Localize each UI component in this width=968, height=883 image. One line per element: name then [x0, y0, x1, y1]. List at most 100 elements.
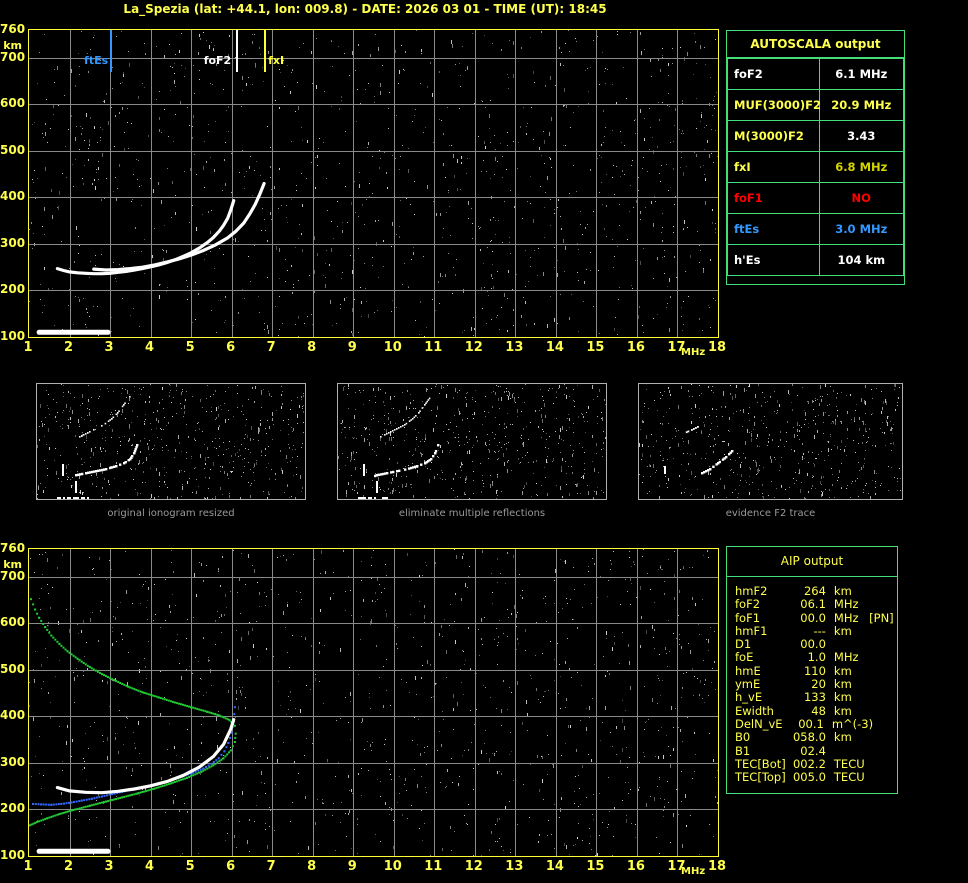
autoscala-key: foF1: [727, 182, 820, 214]
aip-row: hmE 110 km: [735, 664, 897, 678]
thumbnail-original-ionogram[interactable]: [36, 383, 306, 500]
grid-line-vertical: [232, 549, 233, 856]
aip-row: B1 02.4: [735, 743, 897, 758]
autoscala-value: 3.0 MHz: [818, 213, 905, 245]
autoscala-value: 20.9 MHz: [818, 89, 905, 121]
grid-line-vertical: [434, 30, 435, 337]
aip-param-extra: [869, 665, 897, 678]
x-tick-label: 15: [586, 859, 605, 874]
grid-line-horizontal: [29, 290, 718, 291]
x-tick-label: 14: [545, 859, 564, 874]
ionogram-noise: [37, 384, 304, 499]
grid-line-vertical: [637, 549, 638, 856]
autoscala-value: NO: [818, 182, 905, 214]
x-tick-label: 17: [667, 859, 686, 874]
aip-param-unit: km: [833, 730, 852, 745]
x-tick-label: 17: [667, 340, 686, 355]
ionogram-noise: [338, 384, 606, 499]
x-tick-label: 2: [63, 859, 74, 874]
aip-param-extra: [869, 771, 897, 784]
aip-param-extra: [869, 651, 897, 664]
grid-line-vertical: [191, 549, 192, 856]
x-tick-label: 9: [347, 859, 357, 874]
aip-row: B0 058.0 km: [735, 730, 897, 745]
y-tick-label: 200: [0, 282, 26, 297]
grid-line-vertical: [70, 30, 71, 337]
x-tick-label: 7: [266, 340, 276, 355]
grid-line-horizontal: [29, 151, 718, 152]
autoscala-value: 6.8 MHz: [818, 151, 905, 183]
aip-param-value: 00.0: [800, 610, 826, 625]
grid-line-vertical: [556, 549, 557, 856]
aip-param-extra: [869, 691, 897, 704]
aip-output-panel: AIP output hmF2 264 km foF2 06.1 MHz foF1 00.0 M…: [726, 546, 898, 794]
y-tick-label: 400: [0, 189, 26, 204]
aip-param-name: TEC[Bot]: [735, 756, 786, 771]
aip-param-extra: [869, 731, 897, 744]
x-tick-label: 4: [145, 340, 155, 355]
aip-param-extra: [869, 625, 897, 638]
ionogram-noise: [639, 384, 901, 499]
autoscala-row: M(3000)F2 3.43: [727, 120, 905, 152]
ionogram-top-plot[interactable]: ftEs foF2 fxI: [28, 29, 719, 338]
aip-param-extra: [869, 678, 897, 691]
x-tick-label: 13: [505, 340, 524, 355]
grid-line-vertical: [515, 549, 516, 856]
aip-param-name: foE: [735, 650, 754, 665]
thumbnail-evidence-f2-trace[interactable]: [638, 383, 903, 500]
aip-param-value: 264: [803, 584, 826, 598]
aip-param-name: B0: [735, 730, 751, 745]
aip-row: foF1 00.0 MHz [PN]: [735, 610, 897, 625]
aip-param-value: 02.4: [800, 743, 826, 758]
y-tick-label: 100: [0, 329, 26, 343]
aip-param-value: 00.1: [798, 716, 824, 731]
aip-row: foE 1.0 MHz: [735, 650, 897, 665]
aip-row: hmF1 --- km: [735, 624, 897, 638]
y-tick-label: 760: [0, 22, 26, 36]
grid-line-vertical: [110, 549, 111, 856]
x-tick-label: 6: [226, 340, 236, 355]
aip-param-extra: [869, 638, 897, 651]
x-tick-label: 5: [185, 340, 195, 355]
aip-param-value: 133: [803, 690, 826, 705]
grid-line-horizontal: [29, 623, 718, 624]
aip-param-unit: MHz: [833, 597, 859, 612]
aip-param-unit: MHz: [833, 650, 859, 665]
marker-line-foF2: [235, 30, 238, 72]
x-tick-label: 18: [707, 859, 727, 874]
y-tick-label: 300: [0, 235, 26, 250]
grid-line-horizontal: [29, 716, 718, 717]
trace-true-height-profile-lower: [29, 732, 237, 827]
x-tick-label: 6: [226, 859, 236, 874]
thumbnail-traces: [664, 426, 734, 475]
aip-param-value: 06.1: [800, 597, 826, 612]
aip-param-name: foF1: [735, 610, 761, 625]
y-tick-label: 700: [0, 49, 26, 64]
x-tick-label: 10: [383, 340, 402, 355]
ionogram-bottom-plot[interactable]: [28, 548, 719, 857]
grid-line-horizontal: [29, 104, 718, 105]
autoscala-key: foF2: [727, 58, 820, 90]
y-tick-label: 700: [0, 568, 26, 583]
grid-line-vertical: [475, 549, 476, 856]
grid-line-vertical: [272, 30, 273, 337]
thumbnail-eliminate-reflections[interactable]: [337, 383, 607, 500]
grid-line-vertical: [677, 30, 678, 337]
ionogram-traces: [29, 598, 237, 854]
y-tick-label: 200: [0, 801, 26, 816]
marker-line-fxI: [264, 30, 267, 72]
thumbnail-caption-2: evidence F2 trace: [725, 508, 816, 519]
aip-param-extra: [PN]: [869, 610, 894, 625]
autoscala-value: 6.1 MHz: [818, 58, 905, 90]
autoscala-row: fxI 6.8 MHz: [727, 151, 905, 183]
x-tick-label: 1: [23, 340, 33, 355]
marker-label-fxI: fxI: [268, 54, 285, 67]
aip-param-extra: [869, 745, 897, 758]
page-title: La_Spezia (lat: +44.1, lon: 009.8) - DAT…: [123, 2, 607, 16]
aip-title: AIP output: [727, 547, 897, 577]
aip-param-value: 058.0: [792, 730, 826, 745]
marker-label-ftEs: ftEs: [84, 54, 109, 67]
x-axis-unit: MHz: [681, 347, 706, 358]
aip-param-extra: [869, 585, 897, 598]
x-tick-label: 11: [424, 859, 443, 874]
